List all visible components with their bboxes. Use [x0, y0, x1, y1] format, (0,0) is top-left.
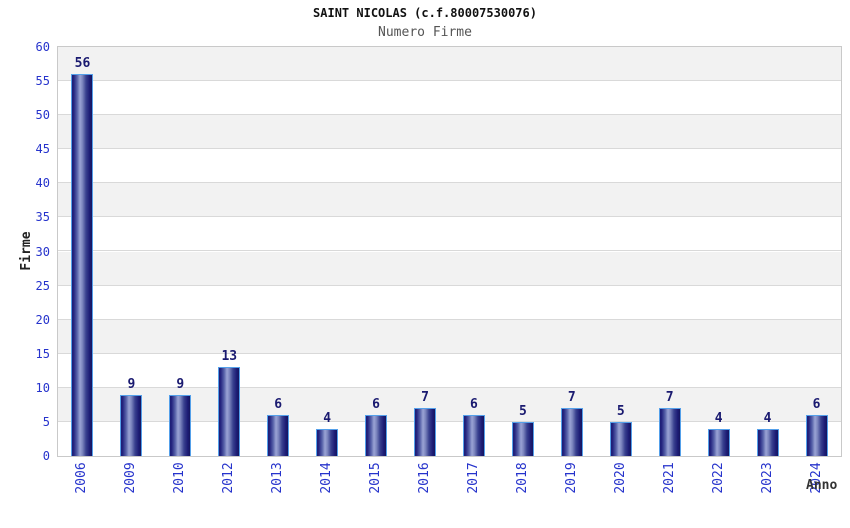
bar-2012: [218, 367, 241, 456]
bar-2019: [560, 408, 583, 456]
y-tick-label: 10: [35, 380, 50, 395]
y-tick-label: 35: [35, 210, 50, 225]
bar-2020: [609, 421, 632, 456]
bar-value-label: 4: [763, 410, 772, 426]
bar-value-label: 9: [127, 376, 136, 392]
bar-2014: [316, 428, 339, 456]
bar-value-label: 9: [176, 376, 185, 392]
bar-2021: [658, 408, 681, 456]
grid-band: [58, 149, 841, 184]
bar-2018: [511, 421, 534, 456]
y-tick-label: 50: [35, 108, 50, 123]
grid-band: [58, 319, 841, 354]
bar-2009: [120, 394, 143, 456]
bar-value-label: 4: [714, 410, 723, 426]
chart-subtitle: Numero Firme: [378, 25, 472, 40]
bar-value-label: 13: [221, 349, 238, 365]
y-tick-label: 25: [35, 278, 50, 293]
grid-band: [58, 47, 841, 82]
y-tick-label: 15: [35, 346, 50, 361]
chart-title: SAINT NICOLAS (c.f.80007530076): [313, 6, 537, 20]
bar-2015: [365, 415, 388, 456]
x-axis-title: Anno: [806, 478, 838, 493]
y-tick-label: 30: [35, 244, 50, 259]
bar-2016: [414, 408, 437, 456]
grid-band: [58, 81, 841, 116]
bar-value-label: 7: [421, 390, 429, 406]
y-tick-label: 60: [35, 40, 50, 54]
bar-2024: [805, 415, 828, 456]
bar-value-label: 6: [812, 397, 821, 413]
bar-value-label: 56: [74, 56, 91, 72]
grid-band: [58, 217, 841, 252]
bar-value-label: 5: [616, 403, 625, 419]
y-tick-label: 5: [42, 414, 50, 429]
bar-value-label: 4: [323, 410, 332, 426]
grid-band: [58, 353, 841, 388]
plot-area: [57, 46, 842, 457]
bar-chart: SAINT NICOLAS (c.f.80007530076) Numero F…: [19, 6, 842, 494]
y-tick-label: 45: [35, 142, 50, 157]
bar-2010: [169, 394, 192, 456]
bar-value-label: 7: [665, 390, 674, 406]
bar-2023: [756, 428, 779, 456]
bar-value-label: 6: [372, 397, 380, 413]
y-tick-label: 40: [35, 176, 50, 191]
y-tick-label: 20: [35, 312, 50, 327]
bar-2006: [71, 74, 94, 456]
grid-band: [58, 183, 841, 218]
bar-value-label: 7: [567, 390, 576, 406]
bar-2017: [462, 415, 485, 456]
y-tick-label: 0: [42, 449, 50, 463]
bar-value-label: 6: [470, 397, 478, 413]
y-tick-label: 55: [35, 74, 50, 89]
bar-value-label: 5: [518, 403, 527, 419]
bar-value-label: 6: [274, 397, 283, 413]
grid-band: [58, 251, 841, 286]
grid-band: [58, 285, 841, 320]
bar-2013: [267, 415, 290, 456]
grid-band: [58, 115, 841, 150]
bar-2022: [707, 428, 730, 456]
